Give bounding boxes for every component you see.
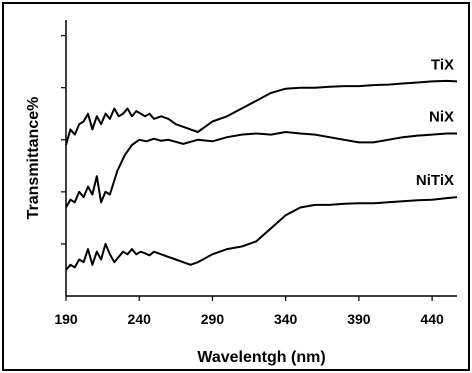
x-tick-label: 390 <box>347 311 371 327</box>
series-lines <box>65 79 458 271</box>
x-tick-label: 240 <box>128 311 152 327</box>
series-line-nix <box>65 131 457 208</box>
x-tick-label: 290 <box>201 311 225 327</box>
series-line-tix <box>65 79 458 146</box>
series-label-nix: NiX <box>429 109 454 126</box>
x-tick-label: 440 <box>420 311 444 327</box>
series-line-nitix <box>65 196 458 271</box>
series-label-nitix: NiTiX <box>416 172 454 189</box>
axes: 190 240 290 340 390 440 <box>54 20 457 327</box>
x-axis-title: Wavelentgh (nm) <box>197 349 325 366</box>
series-label-tix: TiX <box>431 56 454 73</box>
series-labels: TiX NiX NiTiX <box>416 56 454 189</box>
x-tick-label: 190 <box>54 311 78 327</box>
x-tick-label: 340 <box>274 311 298 327</box>
y-axis-title: Transmittance% <box>25 97 42 220</box>
